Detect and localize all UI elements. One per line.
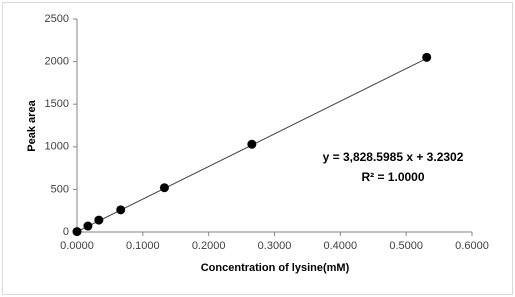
x-tick-label: 0.6000 [455, 240, 489, 252]
r-squared: R² = 1.0000 [361, 170, 424, 184]
data-point [72, 227, 82, 237]
trendline-equation: y = 3,828.5985 x + 3.2302 [323, 150, 464, 164]
x-tick-label: 0.1000 [126, 240, 160, 252]
data-point [94, 215, 104, 225]
y-tick-label: 1000 [45, 141, 69, 153]
y-axis-title: Peak area [26, 99, 38, 151]
x-tick-label: 0.0000 [60, 240, 94, 252]
y-tick-label: 0 [63, 226, 69, 238]
data-point [422, 52, 432, 62]
chart-border [2, 2, 513, 295]
x-tick-label: 0.4000 [324, 240, 358, 252]
x-tick-label: 0.5000 [389, 240, 423, 252]
data-point [83, 221, 93, 231]
data-point [159, 183, 169, 193]
data-point [247, 139, 257, 149]
data-point [116, 205, 126, 215]
y-tick-label: 1500 [45, 98, 69, 110]
x-tick-label: 0.3000 [258, 240, 292, 252]
x-tick-label: 0.2000 [192, 240, 226, 252]
y-tick-label: 2500 [45, 13, 69, 25]
x-axis-title: Concentration of lysine(mM) [201, 262, 350, 274]
y-tick-label: 2000 [45, 56, 69, 68]
y-tick-label: 500 [51, 183, 69, 195]
